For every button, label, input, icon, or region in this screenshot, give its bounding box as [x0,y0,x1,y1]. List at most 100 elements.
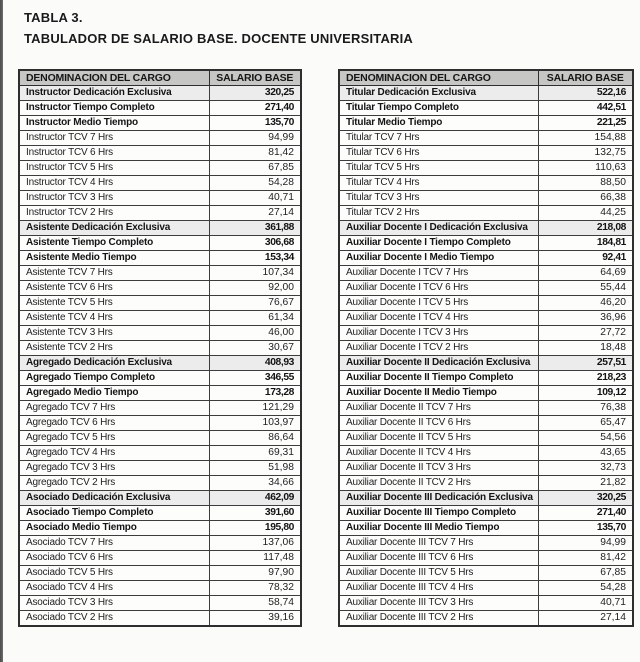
cargo-cell: Auxiliar Docente I Dedicación Exclusiva [338,219,539,236]
table-row: Auxiliar Docente I TCV 5 Hrs 46,20 [338,294,634,311]
column-header-salario: SALARIO BASE [537,69,634,86]
cargo-cell: Auxiliar Docente III TCV 2 Hrs [338,609,539,626]
table-row: Instructor TCV 5 Hrs 67,85 [18,159,302,176]
salario-cell: 40,71 [208,189,302,206]
cargo-cell: Asociado TCV 6 Hrs [18,549,210,566]
cargo-cell: Asistente Medio Tiempo [18,249,210,266]
table-row: Instructor TCV 2 Hrs 27,14 [18,204,302,221]
table-row: Asistente TCV 4 Hrs 61,34 [18,309,302,326]
table-row: Auxiliar Docente III TCV 7 Hrs 94,99 [338,534,634,551]
cargo-cell: Asistente Dedicación Exclusiva [18,219,210,236]
table-row: Titular TCV 3 Hrs 66,38 [338,189,634,206]
salary-table-left: DENOMINACION DEL CARGO SALARIO BASE Inst… [18,69,302,627]
cargo-cell: Auxiliar Docente II Dedicación Exclusiva [338,354,539,371]
table-row: Titular Dedicación Exclusiva 522,16 [338,84,634,101]
salary-table-right: DENOMINACION DEL CARGO SALARIO BASE Titu… [338,69,634,627]
salario-cell: 55,44 [537,279,634,296]
table-row: Instructor TCV 4 Hrs 54,28 [18,174,302,191]
table-row: Asociado TCV 4 Hrs 78,32 [18,579,302,596]
cargo-cell: Auxiliar Docente II Medio Tiempo [338,384,539,401]
salario-cell: 39,16 [208,609,302,626]
salario-cell: 522,16 [537,84,634,101]
table-row: Agregado TCV 3 Hrs 51,98 [18,459,302,476]
table-row: Auxiliar Docente I Tiempo Completo 184,81 [338,234,634,251]
cargo-cell: Asociado TCV 4 Hrs [18,579,210,596]
salario-cell: 173,28 [208,384,302,401]
cargo-cell: Asistente TCV 5 Hrs [18,294,210,311]
salario-cell: 32,73 [537,459,634,476]
salario-cell: 18,48 [537,339,634,356]
salario-cell: 88,50 [537,174,634,191]
salario-cell: 109,12 [537,384,634,401]
cargo-cell: Titular TCV 5 Hrs [338,159,539,176]
salario-cell: 67,85 [537,564,634,581]
table-row: Auxiliar Docente III Tiempo Completo 271,… [338,504,634,521]
salario-cell: 132,75 [537,144,634,161]
cargo-cell: Auxiliar Docente I TCV 2 Hrs [338,339,539,356]
salario-cell: 40,71 [537,594,634,611]
cargo-cell: Auxiliar Docente I TCV 4 Hrs [338,309,539,326]
salario-cell: 69,31 [208,444,302,461]
cargo-cell: Auxiliar Docente I TCV 6 Hrs [338,279,539,296]
table-row: Auxiliar Docente III TCV 6 Hrs 81,42 [338,549,634,566]
salario-cell: 94,99 [537,534,634,551]
salario-cell: 408,93 [208,354,302,371]
salario-cell: 67,85 [208,159,302,176]
table-row: Instructor TCV 6 Hrs 81,42 [18,144,302,161]
table-subtitle-heading: TABULADOR DE SALARIO BASE. DOCENTE UNIVE… [24,31,414,46]
cargo-cell: Titular TCV 4 Hrs [338,174,539,191]
table-row: Instructor Dedicación Exclusiva 320,25 [18,84,302,101]
table-row: Asociado TCV 6 Hrs 117,48 [18,549,302,566]
salario-cell: 103,97 [208,414,302,431]
cargo-cell: Instructor Dedicación Exclusiva [18,84,210,101]
salario-cell: 121,29 [208,399,302,416]
table-row: Titular TCV 2 Hrs 44,25 [338,204,634,221]
cargo-cell: Auxiliar Docente II TCV 2 Hrs [338,474,539,491]
cargo-cell: Asistente TCV 6 Hrs [18,279,210,296]
table-row: Agregado TCV 4 Hrs 69,31 [18,444,302,461]
cargo-cell: Auxiliar Docente III TCV 7 Hrs [338,534,539,551]
salario-cell: 81,42 [208,144,302,161]
salario-cell: 34,66 [208,474,302,491]
cargo-cell: Asistente TCV 2 Hrs [18,339,210,356]
salario-cell: 54,28 [537,579,634,596]
salario-cell: 30,67 [208,339,302,356]
cargo-cell: Asistente TCV 3 Hrs [18,324,210,341]
table-row: Auxiliar Docente I TCV 3 Hrs 27,72 [338,324,634,341]
table-row: Asistente TCV 7 Hrs 107,34 [18,264,302,281]
cargo-cell: Agregado TCV 2 Hrs [18,474,210,491]
salario-cell: 271,40 [537,504,634,521]
cargo-cell: Auxiliar Docente II TCV 3 Hrs [338,459,539,476]
table-row: Instructor TCV 3 Hrs 40,71 [18,189,302,206]
table-row: Agregado TCV 5 Hrs 86,64 [18,429,302,446]
table-row: Asociado TCV 3 Hrs 58,74 [18,594,302,611]
cargo-cell: Titular TCV 6 Hrs [338,144,539,161]
table-row: Titular TCV 5 Hrs 110,63 [338,159,634,176]
table-row: Titular Tiempo Completo 442,51 [338,99,634,116]
cargo-cell: Auxiliar Docente II TCV 7 Hrs [338,399,539,416]
cargo-cell: Auxiliar Docente III TCV 3 Hrs [338,594,539,611]
table-row: Asistente TCV 2 Hrs 30,67 [18,339,302,356]
salario-cell: 320,25 [208,84,302,101]
table-row: Asociado Tiempo Completo 391,60 [18,504,302,521]
cargo-cell: Instructor TCV 6 Hrs [18,144,210,161]
salario-cell: 51,98 [208,459,302,476]
cargo-cell: Asistente TCV 7 Hrs [18,264,210,281]
cargo-cell: Auxiliar Docente I TCV 5 Hrs [338,294,539,311]
salario-cell: 218,23 [537,369,634,386]
salario-cell: 27,14 [537,609,634,626]
cargo-cell: Asociado TCV 2 Hrs [18,609,210,626]
table-row: Auxiliar Docente III TCV 3 Hrs 40,71 [338,594,634,611]
table-row: Auxiliar Docente I TCV 4 Hrs 36,96 [338,309,634,326]
salario-cell: 27,14 [208,204,302,221]
table-row: Auxiliar Docente III Medio Tiempo 135,70 [338,519,634,536]
salario-cell: 65,47 [537,414,634,431]
salario-cell: 137,06 [208,534,302,551]
salario-cell: 117,48 [208,549,302,566]
table-row: Auxiliar Docente I TCV 6 Hrs 55,44 [338,279,634,296]
salario-cell: 92,41 [537,249,634,266]
table-row: Titular Medio Tiempo 221,25 [338,114,634,131]
cargo-cell: Instructor Tiempo Completo [18,99,210,116]
salario-cell: 46,20 [537,294,634,311]
salario-cell: 92,00 [208,279,302,296]
